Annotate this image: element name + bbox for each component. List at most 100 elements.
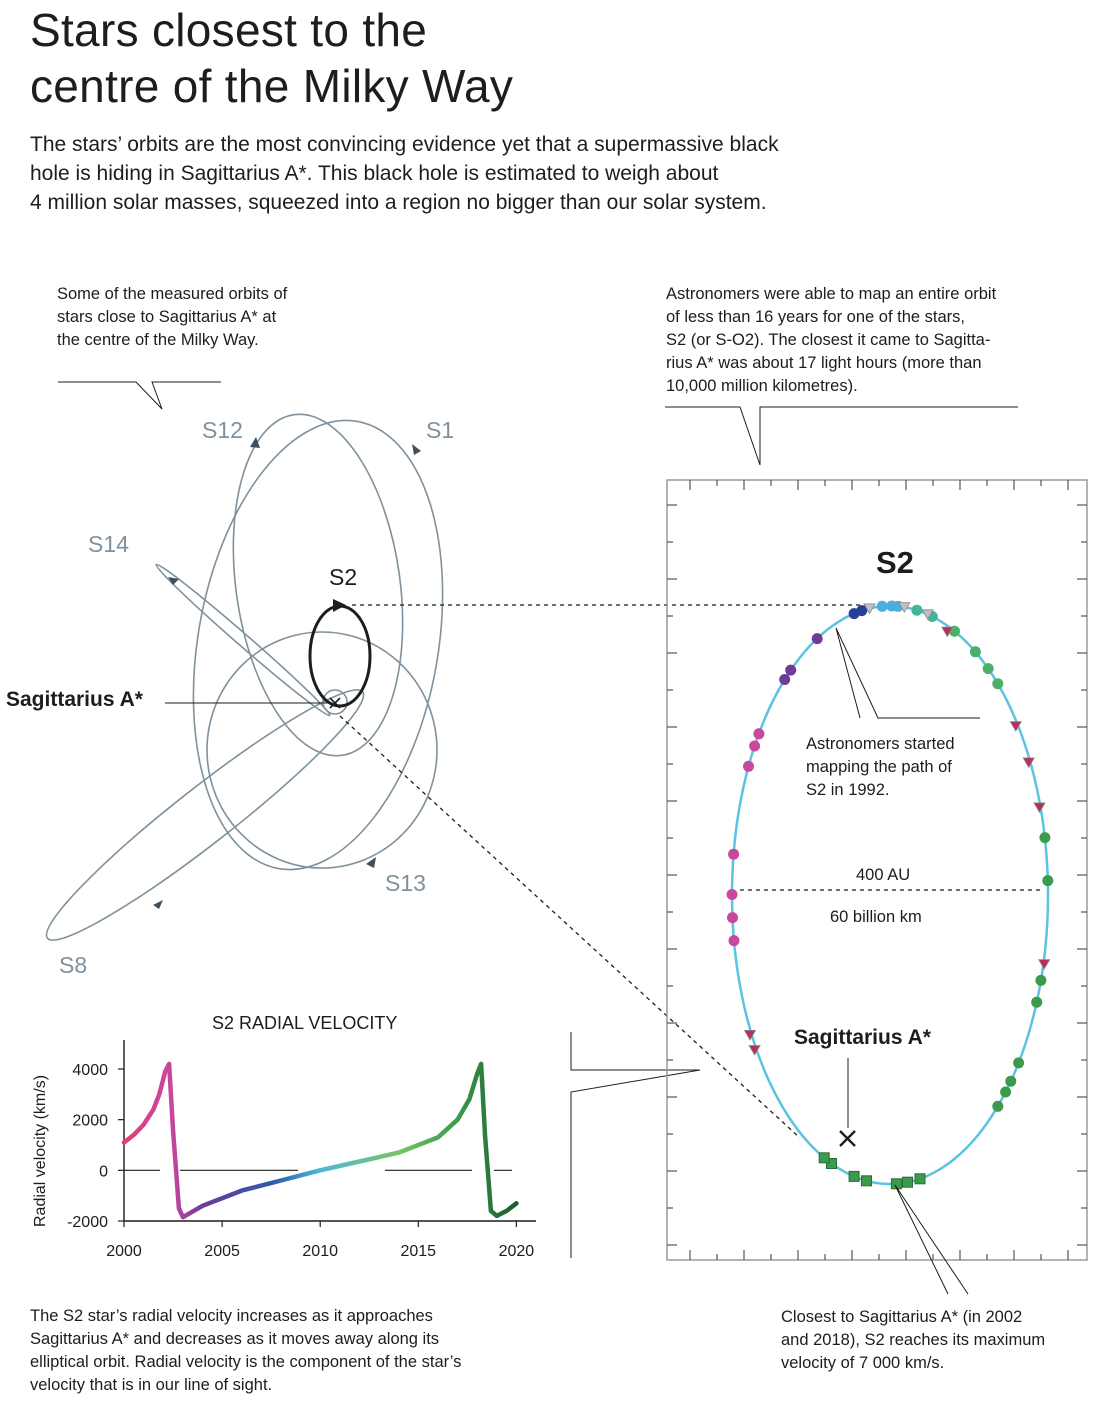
cross-icon	[839, 1130, 856, 1147]
s2-point	[863, 603, 876, 615]
chart-y-tick-label: 4000	[72, 1062, 108, 1079]
label-s1: S1	[426, 417, 454, 443]
s2-point	[779, 674, 791, 685]
note-line: stars close to Sagittarius A* at	[57, 308, 277, 326]
arrow-s12-icon	[250, 437, 260, 448]
note-radial-velocity: The S2 star’s radial velocity increases …	[30, 1305, 461, 1397]
s2-observations	[726, 600, 1054, 1190]
s2-point	[876, 600, 888, 612]
title-line-1: Stars closest to the	[30, 4, 428, 56]
s2-point	[727, 912, 738, 924]
note-line: S2 (or S-O2). The closest it came to Sag…	[666, 331, 991, 349]
chart-x-tick-label: 2010	[302, 1243, 338, 1260]
s2-point	[749, 740, 761, 752]
orbit-s1	[192, 419, 444, 871]
note-line: Closest to Sagittarius A* (in 2002	[781, 1308, 1023, 1326]
note-line: Astronomers started	[806, 735, 955, 753]
chart-y-tick-label: -2000	[67, 1214, 108, 1231]
intro-line-3: 4 million solar masses, squeezed into a …	[30, 191, 767, 214]
callout-chart	[570, 1032, 701, 1258]
s2-point	[1013, 1057, 1025, 1069]
title-line-2: centre of the Milky Way	[30, 60, 514, 112]
page-title: Stars closest to the centre of the Milky…	[30, 2, 513, 114]
note-line: mapping the path of	[806, 758, 952, 776]
label-s12: S12	[202, 417, 243, 443]
intro-line-1: The stars’ orbits are the most convincin…	[30, 133, 779, 156]
arrow-s1-icon	[412, 444, 421, 455]
s2-panel-frame	[666, 479, 1088, 1261]
s2-orbit-ellipse	[730, 604, 1050, 1186]
orbit-inner	[322, 689, 348, 715]
s2-panel-title: S2	[876, 545, 914, 580]
orbit-s13	[206, 631, 438, 869]
rv-series-line	[121, 1061, 519, 1220]
label-s13: S13	[385, 870, 426, 896]
chart-x-tick-label: 2020	[499, 1243, 535, 1260]
note-line: rius A* was about 17 light hours (more t…	[666, 354, 982, 372]
s2-point	[785, 664, 797, 676]
note-line: The S2 star’s radial velocity increases …	[30, 1307, 433, 1325]
note-line: velocity that is in our line of sight.	[30, 1376, 273, 1394]
note-line: 10,000 million kilometres).	[666, 377, 858, 395]
arrow-s13-icon	[366, 857, 376, 868]
note-line: Some of the measured orbits of	[57, 285, 288, 303]
s2-point	[1000, 1086, 1012, 1098]
s2-point	[726, 889, 738, 900]
scale-au: 400 AU	[856, 866, 910, 884]
s2-point	[969, 646, 981, 658]
note-line: and 2018), S2 reaches its maximum	[781, 1331, 1046, 1349]
label-sagittarius-left: Sagittarius A*	[6, 688, 144, 711]
callout-right	[665, 406, 1018, 466]
s2-point	[1033, 802, 1046, 814]
s2-point	[1022, 757, 1035, 769]
chart-x-tick-label: 2015	[400, 1243, 436, 1260]
note-line: S2 in 1992.	[806, 781, 890, 799]
s2-point	[728, 935, 740, 947]
s2-point	[1035, 974, 1047, 986]
arrow-s2-icon	[333, 599, 346, 612]
s2-point	[898, 602, 911, 613]
note-mapping-started: Astronomers started mapping the path of …	[806, 733, 955, 802]
s2-point	[911, 604, 923, 616]
s2-point	[1038, 959, 1051, 970]
s2-point	[921, 609, 934, 621]
label-s14: S14	[88, 531, 129, 557]
s2-point	[992, 678, 1004, 690]
intro-text: The stars’ orbits are the most convincin…	[30, 130, 930, 217]
s2-panel-ticks	[667, 480, 1087, 1260]
s2-point	[1009, 721, 1022, 732]
chart-x-tick-label: 2000	[106, 1243, 142, 1260]
s2-point	[1005, 1075, 1017, 1087]
pointer-closest	[894, 1184, 969, 1295]
note-line: the centre of the Milky Way.	[57, 331, 259, 349]
s2-point	[826, 1158, 837, 1169]
s2-point	[941, 626, 954, 638]
radial-velocity-chart: S2 RADIAL VELOCITY Radial velocity (km/s…	[32, 1013, 536, 1260]
label-s2: S2	[329, 564, 357, 590]
label-sagittarius-right: Sagittarius A*	[794, 1026, 932, 1049]
s2-point	[1039, 832, 1051, 844]
chart-y-tick-label: 0	[99, 1163, 108, 1180]
cross-icon	[329, 697, 341, 709]
note-line: velocity of 7 000 km/s.	[781, 1354, 945, 1372]
chart-x-tick-label: 2005	[204, 1243, 240, 1260]
note-line: Sagittarius A* and decreases as it moves…	[30, 1330, 440, 1348]
orbit-s12	[232, 413, 404, 757]
s2-point	[753, 728, 765, 740]
orbit-s14	[155, 563, 331, 717]
note-line: Astronomers were able to map an entire o…	[666, 285, 997, 303]
label-s8: S8	[59, 952, 87, 978]
s2-point	[848, 1170, 860, 1182]
s2-point	[982, 663, 994, 675]
note-max-velocity: Closest to Sagittarius A* (in 2002 and 2…	[781, 1306, 1045, 1375]
chart-title: S2 RADIAL VELOCITY	[212, 1013, 397, 1033]
s2-point	[861, 1175, 872, 1187]
note-line: of less than 16 years for one of the sta…	[666, 308, 965, 326]
s2-point	[818, 1152, 830, 1164]
chart-ylabel: Radial velocity (km/s)	[32, 1075, 49, 1227]
orbit-s8	[45, 689, 365, 941]
intro-line-2: hole is hiding in Sagittarius A*. This b…	[30, 162, 719, 185]
pointer-1992	[835, 627, 980, 719]
orbit-arrows	[153, 437, 421, 909]
